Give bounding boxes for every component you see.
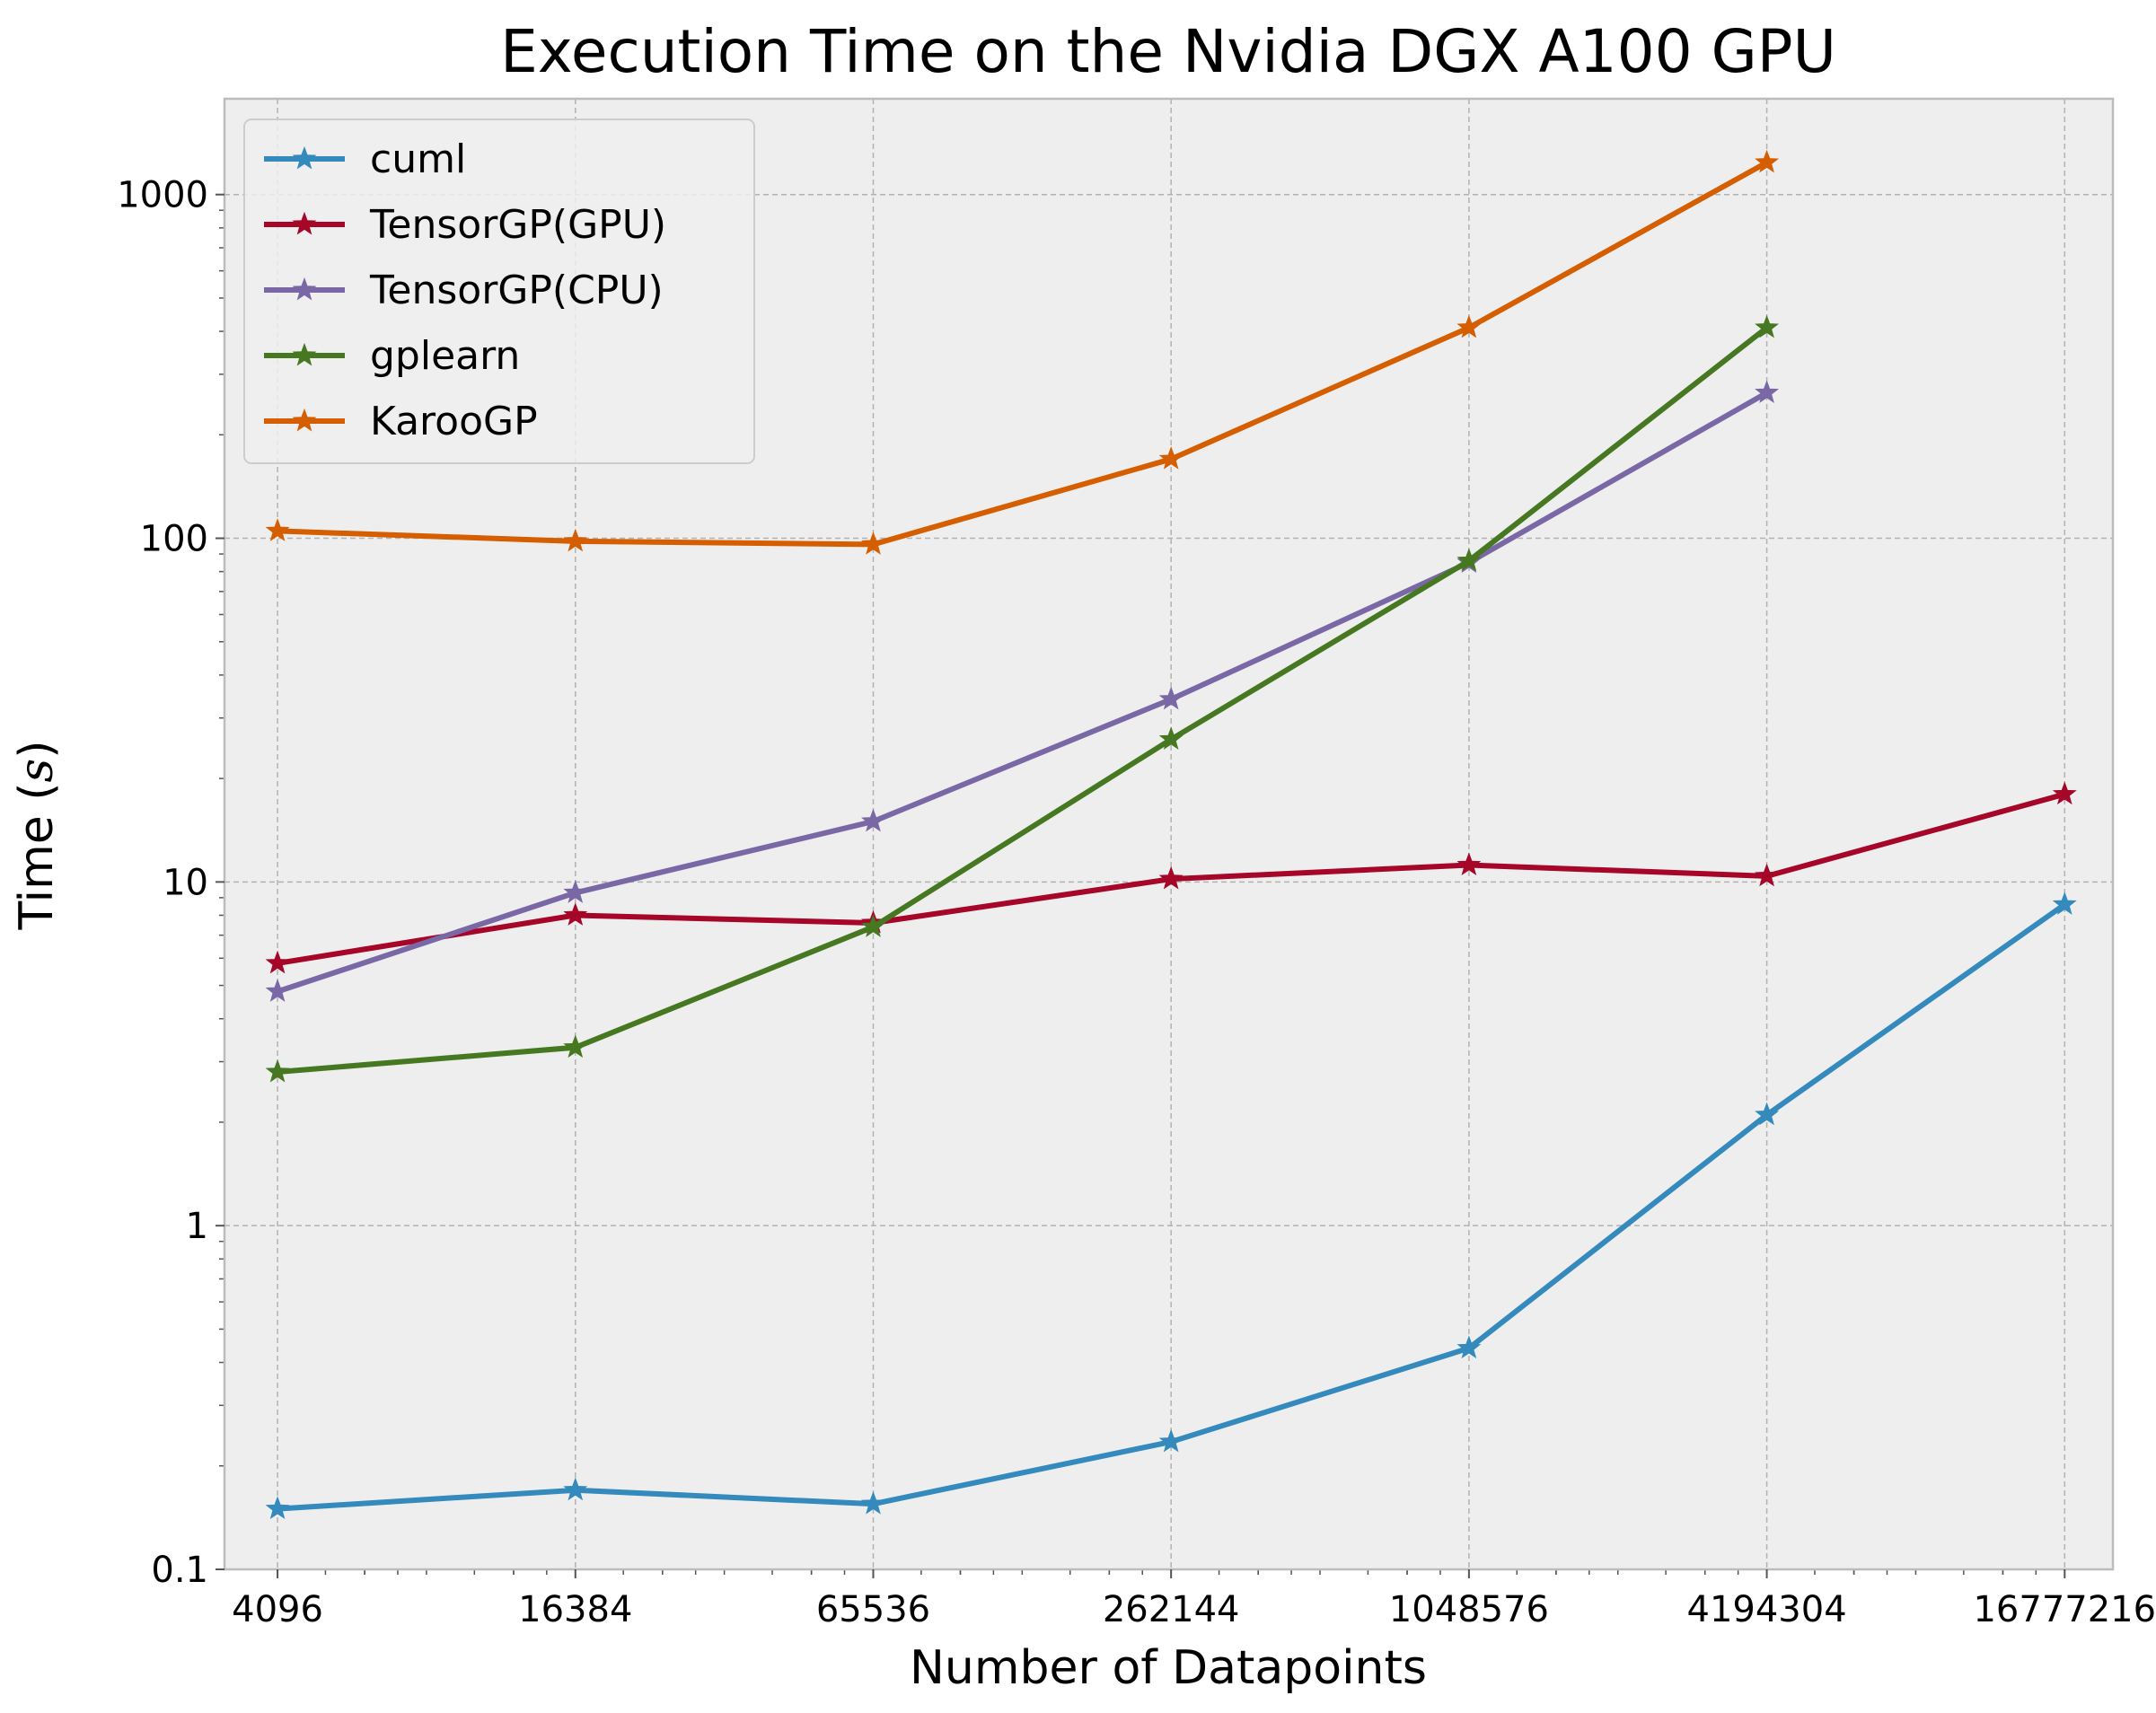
data-point: [1755, 149, 1780, 173]
legend-entry: TensorGP(GPU): [264, 202, 666, 248]
data-point: [1755, 380, 1780, 403]
legend-entry: TensorGP(CPU): [264, 268, 664, 313]
data-point: [861, 914, 885, 937]
data-point: [265, 979, 290, 1002]
y-tick-label: 1: [186, 1206, 208, 1247]
data-point: [1158, 1428, 1184, 1453]
y-axis-label-symbol: s: [10, 759, 64, 783]
data-point: [1456, 1335, 1482, 1359]
data-point: [1456, 852, 1482, 875]
x-axis-ticks: 4096 16384 65536 262144 1048576 4194304 167772…: [232, 1569, 2156, 1630]
data-point: [861, 531, 885, 555]
chart-title: Execution Time on the Nvidia DGX A100 GP…: [500, 17, 1836, 86]
x-tick-label: 16384: [518, 1589, 632, 1630]
series-line: [277, 390, 1769, 995]
series-line: [277, 325, 1769, 1075]
legend: cuml TensorGP(GPU) TensorGP(CPU) gplearn Kar…: [243, 119, 755, 464]
data-point: [265, 1496, 290, 1520]
y-axis-ticks: 0.1 1 10 100 1000: [117, 175, 224, 1591]
legend-entry: KarooGP: [264, 399, 538, 444]
data-point: [1158, 726, 1184, 750]
x-tick-label: 65536: [816, 1589, 930, 1630]
legend-box: [243, 119, 755, 464]
data-point: [563, 1034, 588, 1059]
data-point: [1456, 314, 1482, 338]
legend-marker: [292, 408, 317, 432]
data-point: [861, 1490, 885, 1515]
legend-label: KarooGP: [370, 399, 538, 444]
x-tick-label: 4194304: [1687, 1589, 1847, 1630]
y-axis-label-text: Time (: [10, 782, 64, 930]
legend-marker: [292, 277, 317, 301]
legend-label: TensorGP(CPU): [369, 268, 664, 313]
x-tick-label: 4096: [232, 1589, 323, 1630]
data-point: [563, 880, 588, 903]
x-tick-label: 262144: [1103, 1589, 1240, 1630]
data-point: [1158, 865, 1184, 890]
y-tick-label: 10: [163, 862, 208, 903]
legend-marker: [292, 211, 317, 235]
data-point: [563, 528, 588, 552]
legend-entry: gplearn: [264, 333, 520, 379]
data-point: [265, 1059, 290, 1083]
series-cuml: [265, 892, 2077, 1520]
series-karoogp: [265, 149, 1780, 555]
x-axis-label: Number of Datapoints: [910, 1641, 1427, 1695]
series-line: [277, 160, 1769, 548]
x-tick-label: 1048576: [1389, 1589, 1549, 1630]
legend-entry: cuml: [264, 136, 466, 182]
data-point: [1456, 548, 1482, 572]
data-point: [2052, 892, 2077, 915]
data-point: [1158, 686, 1184, 710]
data-point: [563, 1477, 588, 1501]
y-tick-label: 1000: [117, 175, 208, 216]
legend-label: cuml: [370, 136, 466, 182]
series-gplearn: [265, 314, 1780, 1083]
data-point: [1755, 314, 1780, 338]
data-point: [563, 902, 588, 926]
plot-frame: [223, 97, 2115, 1571]
y-axis-label: Time (s): [10, 740, 64, 930]
legend-label: TensorGP(GPU): [369, 202, 666, 248]
data-point: [861, 808, 885, 832]
y-tick-label: 100: [140, 519, 208, 560]
legend-label: gplearn: [370, 333, 520, 379]
data-point: [1755, 1102, 1780, 1126]
data-point: [265, 950, 290, 974]
series-lines: [265, 149, 2077, 1520]
legend-marker: [292, 145, 317, 170]
legend-marker: [292, 342, 317, 366]
data-point: [1158, 446, 1184, 470]
data-point: [2052, 781, 2077, 805]
data-point: [1755, 863, 1780, 887]
data-point: [265, 518, 290, 541]
series-tensorgp-gpu: [265, 781, 2077, 974]
x-tick-label: 16777216: [1973, 1589, 2156, 1630]
y-tick-label: 0.1: [151, 1550, 208, 1591]
y-axis-label-suffix: ): [10, 740, 64, 758]
